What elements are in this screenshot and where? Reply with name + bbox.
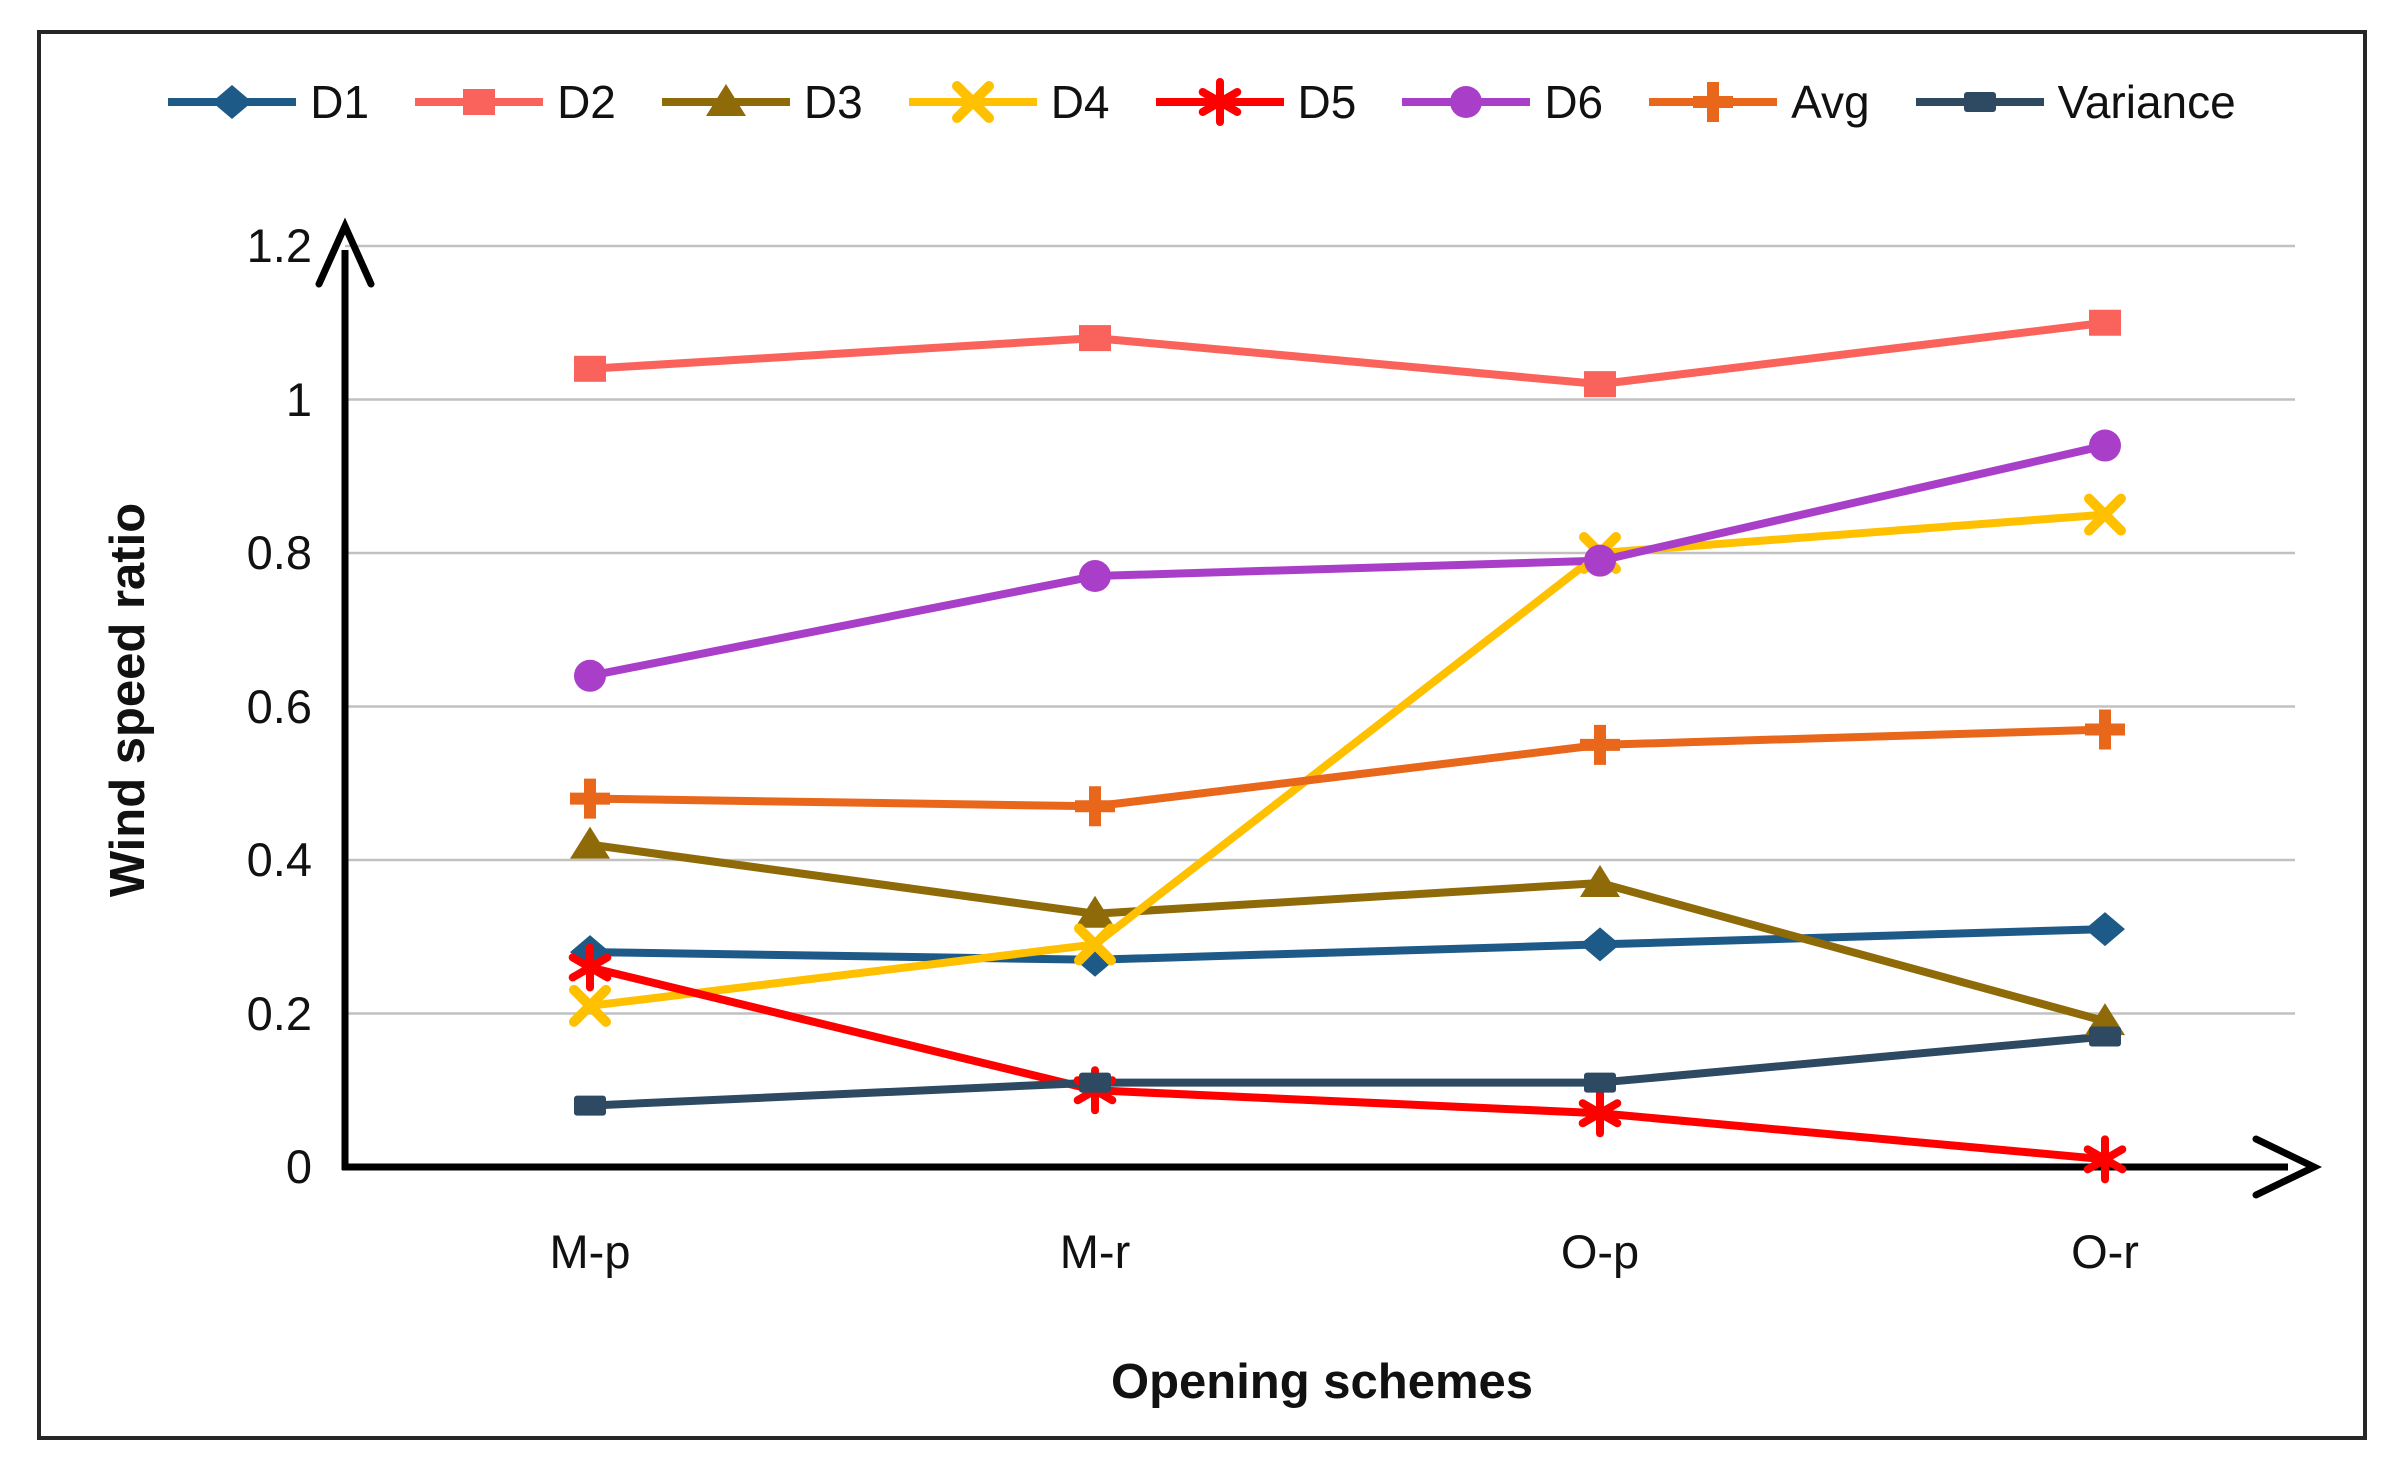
series-markers-D3 <box>570 826 2125 1036</box>
x-tick-label: O-r <box>2071 1225 2139 1278</box>
y-tick-label: 1 <box>285 372 312 426</box>
legend-item-D1: D1 <box>168 78 369 126</box>
legend-item-D6: D6 <box>1402 78 1603 126</box>
legend-item-Variance: Variance <box>1915 76 2236 128</box>
legend-marker-square-icon <box>415 89 544 115</box>
x-tick-label: M-p <box>549 1225 631 1278</box>
x-tick-label: M-r <box>1059 1225 1131 1278</box>
series-markers-D6 <box>574 429 2121 692</box>
x-tick-label: O-p <box>1560 1225 1640 1278</box>
series-markers-D4 <box>569 493 2126 1027</box>
series-markers-D2 <box>574 309 2121 398</box>
legend-label: D3 <box>803 76 863 128</box>
legend-item-D3: D3 <box>661 76 863 128</box>
series-markers-Avg <box>570 709 2125 827</box>
y-tick-label: 1.2 <box>246 219 312 272</box>
legend-label: D4 <box>1050 76 1110 128</box>
y-tick-label: 0 <box>285 1140 312 1193</box>
y-tick-label: 0.4 <box>246 833 312 886</box>
legend-label: D1 <box>310 76 370 128</box>
y-axis-arrow-icon <box>315 217 375 288</box>
legend-label: D2 <box>557 76 616 128</box>
legend-item-Avg: Avg <box>1649 76 1870 128</box>
x-axis-title: Opening schemes <box>1110 1355 1534 1409</box>
legend-marker-circle-icon <box>1402 86 1531 118</box>
series-markers-D1 <box>570 912 2125 977</box>
series-line-D5 <box>589 963 2106 1164</box>
legend-marker-dash-square-icon <box>1915 92 2044 112</box>
series-line-D6 <box>589 441 2106 680</box>
legend-marker-x-icon <box>908 81 1037 123</box>
series-line-D3 <box>589 840 2107 1026</box>
y-tick-label: 0.2 <box>246 986 312 1040</box>
y-tick-label: 0.6 <box>246 679 312 733</box>
series-line-D2 <box>589 318 2106 389</box>
legend-label: Variance <box>2057 76 2236 128</box>
legend-marker-diamond-icon <box>168 85 297 119</box>
series-line-D4 <box>589 510 2106 1010</box>
legend-label: D6 <box>1544 76 1604 128</box>
y-tick-label: 0.8 <box>246 526 312 579</box>
x-axis-arrow-icon <box>2252 1135 2323 1199</box>
legend-label: Avg <box>1791 76 1870 128</box>
series-line-D1 <box>589 925 2106 964</box>
legend: D1 D2 D3 D4 D5 D6 Avg Variance <box>41 78 2363 126</box>
series-line-Avg <box>589 725 2106 811</box>
legend-item-D5: D5 <box>1155 76 1357 128</box>
legend-marker-asterisk-icon <box>1155 78 1284 126</box>
legend-label: D5 <box>1297 76 1357 128</box>
series-markers-Variance <box>574 1026 2121 1116</box>
legend-item-D2: D2 <box>415 78 616 126</box>
series-line-Variance <box>589 1032 2106 1110</box>
legend-marker-plus-icon <box>1649 82 1778 122</box>
legend-item-D4: D4 <box>908 76 1110 128</box>
legend-marker-triangle-icon <box>661 84 790 116</box>
